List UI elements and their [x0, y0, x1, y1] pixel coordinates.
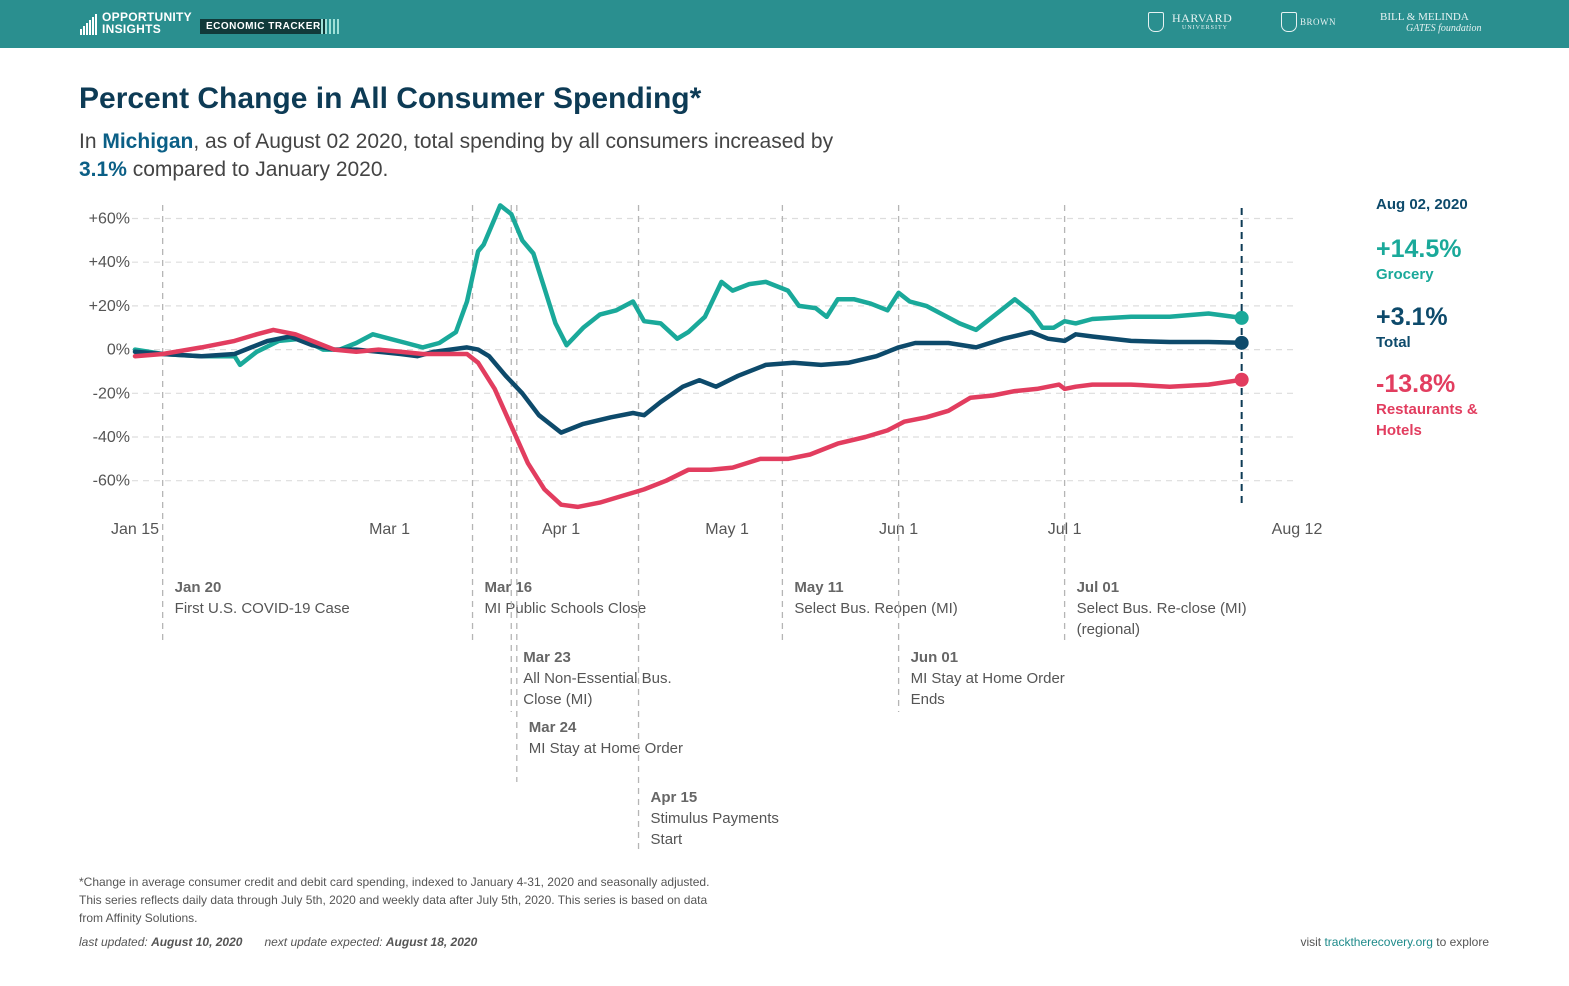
event-date-label: Mar 23	[523, 649, 571, 666]
series-line-restaurants-hotels	[132, 327, 1244, 510]
series-end-point	[1234, 310, 1249, 325]
summary-text: In Michigan, as of August 02 2020, total…	[79, 130, 834, 181]
event-description: MI Stay at Home Order	[529, 740, 683, 757]
tracktherecovery-link[interactable]: tracktherecovery.org	[1324, 935, 1433, 949]
grocery-value: +14.5%	[1376, 235, 1462, 263]
chart-legend: Aug 02, 2020 +14.5% Grocery +3.1% Total …	[1376, 196, 1556, 439]
y-tick-label: +40%	[89, 254, 130, 271]
event-description: Select Bus. Reopen (MI)	[794, 600, 957, 617]
total-label: Total	[1376, 334, 1411, 351]
legend-item-restaurants[interactable]: -13.8% Restaurants & Hotels	[1376, 369, 1478, 441]
x-tick-label: May 1	[705, 521, 749, 538]
series-end-point	[1234, 335, 1249, 350]
y-tick-label: -20%	[93, 385, 130, 402]
grocery-label: Grocery	[1376, 266, 1434, 283]
restaurants-label: Restaurants & Hotels	[1376, 401, 1478, 439]
event-description: (regional)	[1077, 621, 1140, 638]
event-description: First U.S. COVID-19 Case	[175, 600, 350, 617]
header-bar: OPPORTUNITY INSIGHTS ECONOMIC TRACKER HA…	[0, 0, 1569, 48]
event-date-label: Jun 01	[911, 649, 959, 666]
series-end-point	[1234, 372, 1249, 387]
series-line-grocery	[132, 203, 1244, 368]
legend-item-total[interactable]: +3.1% Total	[1376, 302, 1448, 353]
event-description: Ends	[911, 691, 945, 708]
series-line-total	[132, 329, 1244, 435]
y-tick-label: +60%	[89, 211, 130, 228]
economic-tracker-badge: ECONOMIC TRACKER	[200, 19, 327, 34]
event-description: Close (MI)	[523, 691, 592, 708]
state-name[interactable]: Michigan	[102, 130, 194, 153]
stripes-icon	[321, 19, 339, 34]
total-change-value: 3.1%	[79, 158, 127, 181]
event-description: Stimulus Payments	[651, 810, 779, 827]
event-date-label: Mar 16	[485, 579, 533, 596]
y-tick-label: -60%	[93, 473, 130, 490]
restaurants-value: -13.8%	[1376, 370, 1456, 398]
bars-logo-icon	[80, 13, 100, 35]
event-date-label: Apr 15	[651, 789, 698, 806]
legend-date: Aug 02, 2020	[1376, 196, 1468, 213]
event-description: MI Public Schools Close	[485, 600, 647, 617]
y-tick-label: 0%	[107, 342, 130, 359]
event-date-label: Jan 20	[175, 579, 222, 596]
event-date-label: May 11	[794, 579, 843, 596]
page-title: Percent Change in All Consumer Spending*	[79, 82, 702, 115]
event-date-label: Jul 01	[1077, 579, 1120, 596]
total-value: +3.1%	[1376, 303, 1448, 331]
spending-line-chart[interactable]: +60% +40% +20% 0% -20% -40% -60% Jan 15 Mar 1 Apr…	[0, 190, 1330, 860]
legend-item-grocery[interactable]: +14.5% Grocery	[1376, 234, 1462, 285]
harvard-shield-icon	[1148, 12, 1164, 32]
footnote: *Change in average consumer credit and d…	[79, 875, 710, 925]
x-tick-label: Jan 15	[111, 521, 159, 538]
x-tick-label: Aug 12	[1272, 521, 1323, 538]
brand-name: OPPORTUNITY INSIGHTS	[102, 10, 192, 36]
update-info: last updated: August 10, 2020 next update…	[79, 935, 478, 949]
last-updated-date: August 10, 2020	[151, 935, 243, 949]
y-tick-label: -40%	[93, 429, 130, 446]
x-tick-label: Mar 1	[369, 521, 410, 538]
event-description: Start	[651, 831, 684, 848]
next-update-date: August 18, 2020	[385, 935, 478, 949]
y-tick-label: +20%	[89, 298, 130, 315]
event-description: All Non-Essential Bus.	[523, 670, 671, 687]
x-tick-label: Apr 1	[542, 521, 580, 538]
brown-shield-icon	[1281, 12, 1297, 32]
visit-note: visit tracktherecovery.org to explore	[1300, 935, 1489, 949]
event-date-label: Mar 24	[529, 719, 577, 736]
event-description: MI Stay at Home Order	[911, 670, 1065, 687]
event-description: Select Bus. Re-close (MI)	[1077, 600, 1247, 617]
